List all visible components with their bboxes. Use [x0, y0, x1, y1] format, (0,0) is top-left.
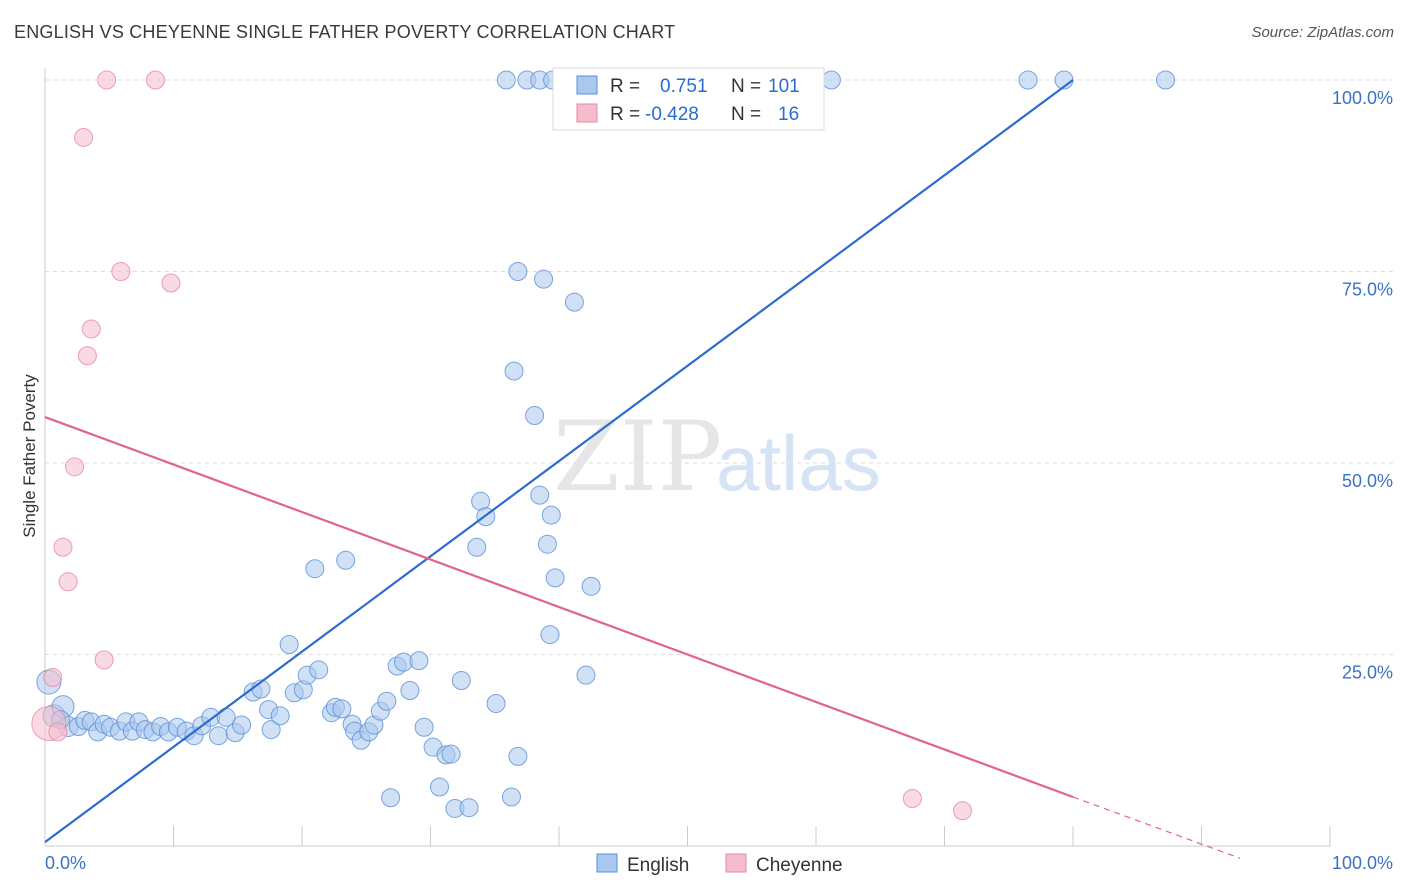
english-point-97	[821, 70, 841, 90]
english-point-67	[501, 787, 521, 807]
cheyenne-point-4	[58, 572, 78, 592]
legend-r-value-cheyenne: -0.428	[645, 104, 699, 125]
english-point-53	[409, 651, 429, 671]
cheyenne-point-9	[94, 650, 114, 670]
cheyenne-trendline-extension	[1072, 796, 1241, 859]
english-point-77	[540, 625, 560, 645]
series-legend-swatch-english	[596, 853, 618, 873]
cheyenne-point-5	[65, 457, 85, 477]
english-point-24	[208, 726, 228, 746]
english-point-98	[1018, 70, 1038, 90]
legend-n-value-english: 101	[768, 76, 800, 97]
y-tick-label-1: 50.0%	[1342, 471, 1393, 491]
trendlines	[44, 79, 1241, 859]
english-trendline	[44, 79, 1074, 844]
tick-labels: 25.0% 50.0% 75.0% 100.0% 0.0% 100.0%	[45, 88, 1393, 873]
watermark: ZIP atlas	[553, 401, 881, 513]
english-point-81	[496, 70, 516, 90]
watermark-atlas: atlas	[716, 419, 881, 507]
chart-source: Source: ZipAtlas.com	[1251, 24, 1394, 41]
english-point-69	[504, 361, 524, 381]
cheyenne-point-10	[97, 70, 117, 90]
english-point-68	[508, 746, 528, 766]
legend-swatch-cheyenne	[576, 103, 598, 123]
english-point-33	[279, 635, 299, 655]
english-point-55	[381, 788, 401, 808]
legend-r-label-cheyenne: R =	[610, 104, 640, 125]
legend-n-label-cheyenne: N =	[731, 104, 761, 125]
english-point-61	[451, 671, 471, 691]
cheyenne-point-3	[53, 537, 73, 557]
english-point-76	[545, 568, 565, 588]
english-point-63	[467, 537, 487, 557]
cheyenne-point-1	[43, 667, 63, 687]
legend-r-value-english: 0.751	[660, 76, 708, 97]
english-point-74	[541, 505, 561, 525]
legend-swatch-english	[576, 75, 598, 95]
y-axis-label: Single Father Poverty	[20, 374, 39, 538]
cheyenne-point-2	[48, 722, 68, 742]
cheyenne-point-14	[902, 789, 922, 809]
cheyenne-point-8	[81, 319, 101, 339]
cheyenne-trendline	[44, 416, 1074, 799]
english-point-80	[581, 576, 601, 596]
correlation-legend: R = 0.751 N = 101 R = -0.428 N = 16	[552, 67, 825, 131]
english-point-73	[534, 269, 554, 289]
y-tick-label-2: 75.0%	[1342, 280, 1393, 300]
english-point-52	[400, 681, 420, 701]
gridlines	[45, 79, 1395, 655]
english-point-75	[537, 534, 557, 554]
series-legend: English Cheyenne	[596, 853, 843, 876]
series-legend-label-english: English	[627, 855, 689, 876]
english-point-37	[309, 660, 329, 680]
watermark-zip: ZIP	[553, 401, 722, 513]
legend-n-label-english: N =	[731, 76, 761, 97]
english-point-49	[336, 550, 356, 570]
y-tick-label-3: 100.0%	[1332, 88, 1393, 108]
chart-title: ENGLISH VS CHEYENNE SINGLE FATHER POVERT…	[14, 22, 676, 42]
legend-r-label-english: R =	[610, 76, 640, 97]
english-point-71	[525, 406, 545, 426]
y-tick-label-0: 25.0%	[1342, 663, 1393, 683]
english-point-59	[441, 744, 461, 764]
english-point-78	[564, 292, 584, 312]
english-point-54	[414, 717, 434, 737]
cheyenne-point-6	[74, 127, 94, 147]
english-point-62	[459, 798, 479, 818]
legend-n-value-cheyenne: 16	[778, 104, 799, 125]
english-point-57	[429, 777, 449, 797]
x-tick-label-0: 0.0%	[45, 853, 86, 873]
series-legend-label-cheyenne: Cheyenne	[756, 855, 843, 876]
english-point-70	[508, 262, 528, 281]
english-point-66	[486, 694, 506, 714]
cheyenne-point-15	[952, 801, 972, 821]
english-point-31	[261, 720, 281, 740]
english-point-41	[332, 699, 352, 719]
series-legend-swatch-cheyenne	[725, 853, 747, 873]
cheyenne-point-13	[161, 273, 181, 293]
english-point-79	[576, 665, 596, 685]
cheyenne-point-11	[111, 262, 131, 281]
english-point-100	[1156, 70, 1176, 90]
english-point-27	[232, 715, 252, 735]
english-point-38	[305, 559, 325, 579]
cheyenne-point-7	[77, 346, 97, 366]
x-tick-label-1: 100.0%	[1332, 853, 1393, 873]
english-point-72	[530, 485, 550, 505]
english-point-48	[377, 691, 397, 711]
english-point-32	[270, 706, 290, 726]
cheyenne-point-12	[146, 70, 166, 90]
